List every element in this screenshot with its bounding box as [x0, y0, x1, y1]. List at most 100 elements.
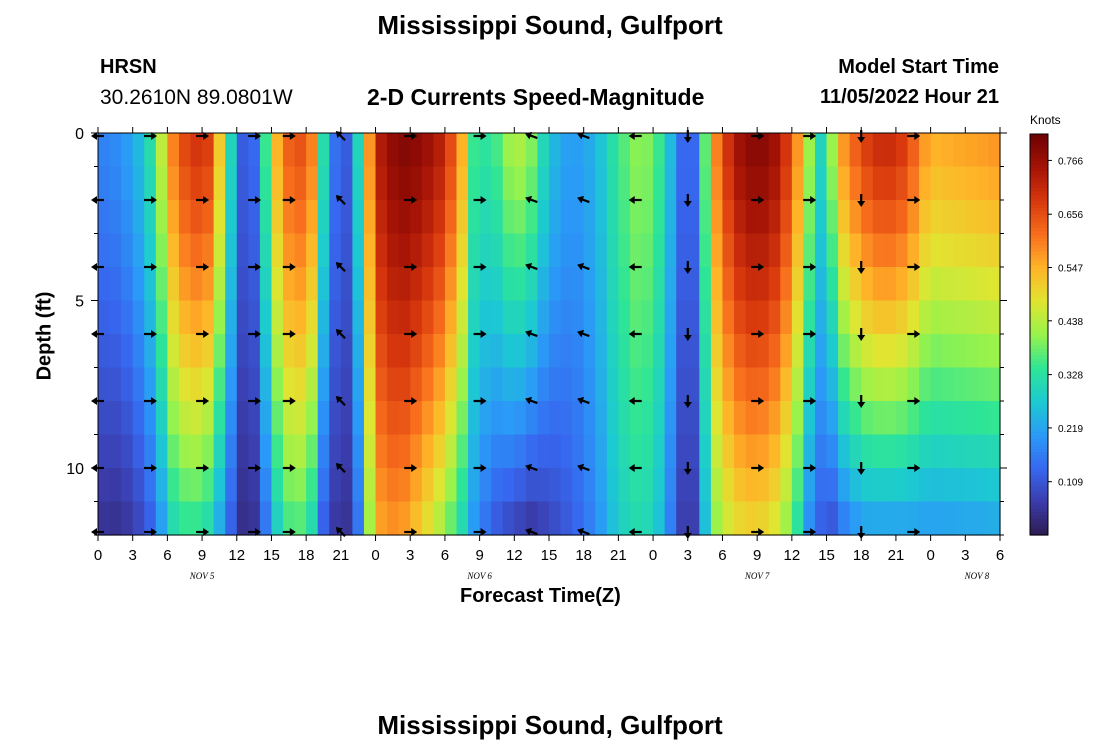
heatmap-cell	[236, 166, 249, 201]
heatmap-cell	[641, 200, 654, 235]
heatmap-cell	[745, 166, 758, 201]
heatmap-cell	[572, 200, 585, 235]
heatmap-cell	[629, 434, 643, 469]
heatmap-cell	[722, 367, 735, 402]
heatmap-cell	[167, 300, 180, 335]
heatmap-cell	[468, 367, 481, 402]
heatmap-cell	[803, 334, 816, 369]
heatmap-cell	[514, 367, 527, 402]
heatmap-cell	[942, 401, 955, 436]
current-arrow	[248, 464, 262, 472]
heatmap-cell	[641, 334, 654, 369]
heatmap-cell	[919, 434, 932, 469]
heatmap-cell	[641, 401, 654, 436]
heatmap-cell	[757, 300, 770, 335]
heatmap-cell	[618, 468, 631, 503]
heatmap-cell	[525, 434, 539, 469]
heatmap-cell	[167, 200, 180, 235]
colorbar-swatch	[1030, 311, 1048, 316]
colorbar-tick-label: 0.656	[1058, 210, 1083, 221]
heatmap-cell	[710, 334, 724, 369]
heatmap-cell	[965, 133, 978, 168]
heatmap-cell	[410, 300, 423, 335]
heatmap-cell	[976, 334, 990, 369]
heatmap-cell	[780, 133, 793, 168]
heatmap-cell	[121, 334, 134, 369]
heatmap-cell	[468, 434, 481, 469]
heatmap-cell	[618, 233, 631, 268]
x-tick-label: 3	[961, 547, 969, 564]
station-coords: 30.2610N 89.0801W	[100, 86, 293, 109]
heatmap-cell	[306, 166, 319, 201]
heatmap-cell	[791, 401, 805, 436]
heatmap-cell	[606, 267, 619, 302]
heatmap-cell	[98, 401, 111, 436]
heatmap-cell	[155, 367, 168, 402]
heatmap-cell	[98, 300, 111, 335]
heatmap-cell	[433, 233, 446, 268]
heatmap-cell	[190, 133, 203, 168]
heatmap-cell	[340, 133, 354, 168]
heatmap-cell	[479, 401, 492, 436]
heatmap-cell	[109, 401, 122, 436]
heatmap-cell	[838, 267, 851, 302]
heatmap-cell	[398, 233, 411, 268]
heatmap-cell	[560, 233, 573, 268]
colorbar-swatch	[1030, 478, 1048, 483]
heatmap-cell	[942, 434, 955, 469]
heatmap-cell	[814, 367, 828, 402]
current-arrow	[335, 329, 346, 340]
heatmap-cell	[456, 300, 469, 335]
current-arrow	[144, 330, 157, 338]
x-tick-label: 6	[718, 547, 726, 564]
colorbar-swatch	[1030, 448, 1048, 453]
heatmap-cell	[976, 200, 990, 235]
heatmap-cell	[895, 367, 909, 402]
colorbar-swatch	[1030, 394, 1048, 399]
heatmap-cell	[444, 300, 458, 335]
colorbar-swatch	[1030, 200, 1048, 205]
heatmap-cell	[225, 434, 238, 469]
heatmap-cell	[942, 166, 955, 201]
heatmap-cell	[248, 300, 261, 335]
heatmap-cell	[514, 468, 527, 503]
heatmap-cell	[629, 367, 643, 402]
current-arrow	[525, 195, 538, 204]
heatmap-cell	[988, 434, 1001, 469]
heatmap-cell	[930, 233, 943, 268]
heatmap-cell	[549, 501, 562, 536]
heatmap-cell	[479, 501, 492, 536]
heatmap-cell	[537, 166, 550, 201]
heatmap-cell	[745, 367, 758, 402]
heatmap-cell	[826, 434, 839, 469]
heatmap-cell	[167, 434, 180, 469]
heatmap-cell	[687, 434, 700, 469]
heatmap-cell	[664, 300, 677, 335]
colorbar-swatch	[1030, 281, 1048, 285]
heatmap-cell	[884, 468, 897, 503]
heatmap-cell	[456, 267, 469, 302]
heatmap-cell	[178, 200, 192, 235]
heatmap-cell	[618, 434, 631, 469]
heatmap-cell	[190, 267, 203, 302]
current-arrow	[683, 395, 692, 408]
heatmap-cell	[444, 501, 458, 536]
heatmap-cell	[919, 401, 932, 436]
heatmap-cell	[352, 468, 365, 503]
heatmap-cell	[872, 468, 885, 503]
colorbar-swatch	[1030, 297, 1048, 302]
heatmap-cell	[444, 468, 458, 503]
heatmap-cell	[271, 166, 284, 201]
heatmap-cell	[687, 300, 700, 335]
heatmap-cell	[537, 468, 550, 503]
heatmap-cell	[757, 267, 770, 302]
heatmap-cell	[537, 233, 550, 268]
heatmap-cell	[248, 501, 261, 536]
current-arrow	[628, 528, 642, 536]
colorbar-swatch	[1030, 458, 1048, 463]
heatmap-cell	[653, 468, 666, 503]
heatmap-cell	[479, 434, 492, 469]
heatmap-cell	[375, 233, 388, 268]
heatmap-cell	[421, 133, 434, 168]
heatmap-cell	[745, 233, 758, 268]
